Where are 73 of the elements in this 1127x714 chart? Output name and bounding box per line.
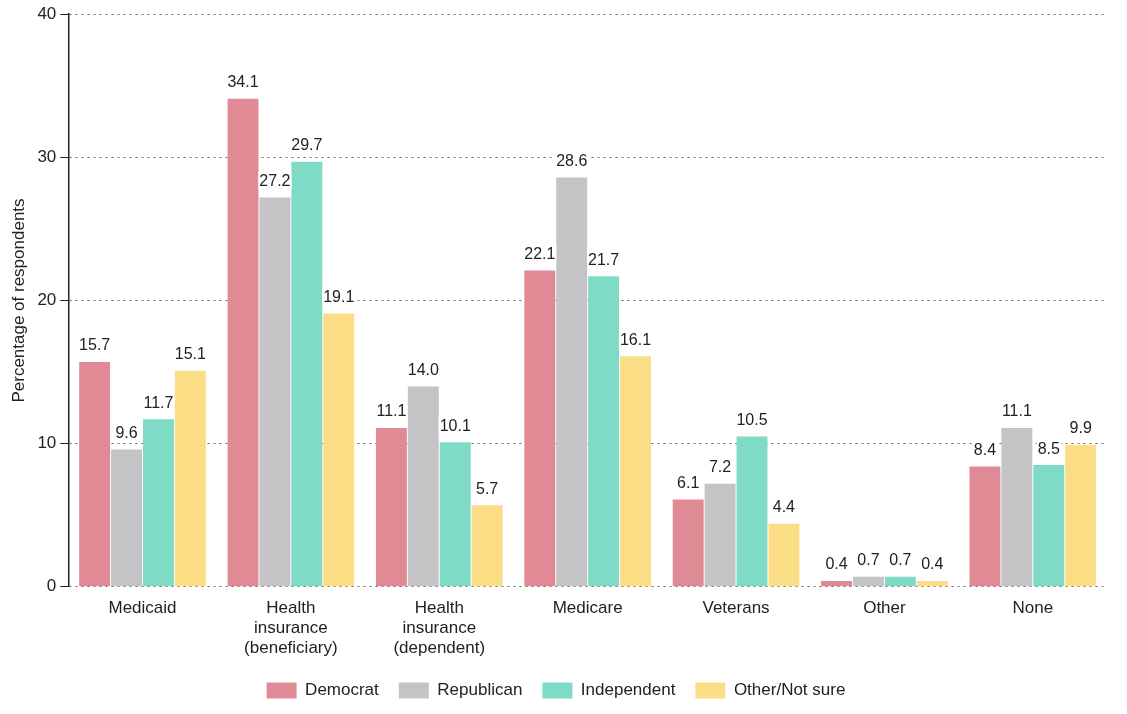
data-label: 19.1 [323, 287, 355, 305]
bar [704, 483, 736, 587]
bar [821, 581, 853, 587]
x-tick-label: Other [863, 597, 907, 617]
bar [439, 442, 471, 587]
data-label: 8.4 [973, 440, 997, 458]
y-tick-label: 30 [37, 147, 57, 167]
data-label: 15.1 [174, 345, 207, 363]
bar [79, 362, 111, 587]
data-label: 5.7 [476, 479, 499, 497]
x-tick-label: Health insurance (beneficiary) [244, 597, 338, 658]
data-label: 11.7 [143, 393, 174, 411]
data-label: 28.6 [556, 151, 588, 169]
data-label: 16.1 [619, 330, 652, 348]
data-label: 15.7 [79, 336, 111, 354]
bar [969, 466, 1001, 587]
data-label: 22.1 [524, 244, 556, 262]
bar [736, 436, 768, 587]
data-label: 8.5 [1037, 439, 1060, 457]
data-label: 27.2 [259, 171, 291, 189]
data-label: 11.1 [1001, 402, 1032, 420]
data-label: 0.4 [825, 555, 848, 573]
bar [259, 197, 291, 587]
data-label: 14.0 [407, 360, 439, 378]
bar [375, 427, 407, 587]
x-tick-label: Medicare [552, 597, 623, 617]
x-tick-label: None [1012, 597, 1054, 617]
y-tick-label: 40 [37, 3, 57, 23]
legend-label: Independent [580, 680, 676, 700]
data-label: 6.1 [677, 473, 700, 491]
x-tick-label: Medicaid [108, 597, 177, 617]
bar [588, 276, 620, 587]
data-label: 9.6 [115, 423, 138, 441]
bar [620, 356, 651, 587]
data-label: 9.9 [1069, 419, 1092, 437]
y-tick-label: 10 [37, 433, 57, 453]
data-label: 0.7 [889, 551, 912, 569]
bar [323, 313, 355, 587]
x-tick-label: Health insurance (dependent) [393, 597, 486, 658]
y-tick-label: 0 [46, 576, 57, 596]
bar [291, 161, 323, 587]
bar [672, 499, 704, 587]
data-label: 11.1 [376, 402, 407, 420]
bar [1033, 465, 1065, 587]
y-axis-title: Percentage of respondents [8, 198, 28, 403]
bar [768, 523, 800, 587]
bar [1065, 445, 1097, 587]
data-label: 29.7 [291, 136, 323, 154]
bar [524, 270, 556, 587]
bar [174, 370, 206, 587]
bar [853, 576, 884, 587]
bar [227, 98, 259, 587]
legend-label: Democrat [305, 680, 380, 700]
y-tick-label: 20 [37, 290, 57, 310]
bar [916, 581, 948, 587]
bar [556, 177, 588, 587]
data-label: 0.7 [857, 551, 880, 569]
bar [142, 419, 174, 587]
x-tick-label: Veterans [702, 597, 770, 617]
legend-label: Other/Not sure [733, 680, 846, 700]
data-label: 10.1 [439, 416, 471, 434]
legend-label: Republican [437, 680, 523, 700]
data-label: 4.4 [772, 498, 796, 516]
bar [407, 386, 439, 587]
data-label: 0.4 [921, 555, 944, 573]
data-label: 21.7 [588, 250, 620, 268]
bar [471, 505, 503, 587]
data-label: 10.5 [736, 410, 768, 428]
bar [884, 576, 916, 587]
bar [111, 449, 143, 587]
data-label: 7.2 [708, 458, 732, 476]
data-label: 34.1 [227, 73, 259, 91]
bar [1001, 427, 1033, 587]
